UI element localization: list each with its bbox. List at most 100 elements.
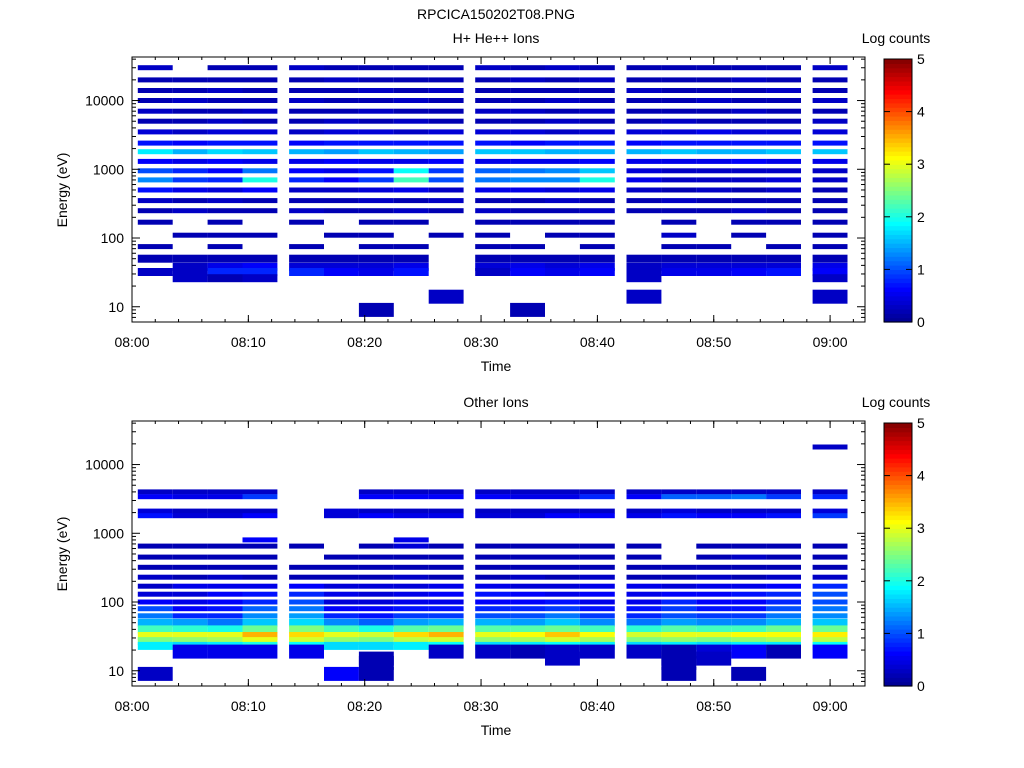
heatmap-cell [696, 625, 732, 634]
heatmap-cell [545, 564, 580, 570]
heatmap-cell [393, 108, 429, 114]
colorbar-segment [884, 629, 912, 634]
heatmap-cell [358, 268, 394, 276]
heatmap-cell [545, 254, 580, 263]
heatmap-cell [626, 564, 662, 570]
heatmap-cell [545, 158, 580, 164]
colorbar-segment [884, 536, 912, 542]
heatmap-cell [579, 129, 615, 135]
heatmap-cell [289, 129, 324, 135]
colorbar-segment [884, 497, 912, 503]
heatmap-cell [510, 543, 545, 549]
heatmap-cell [358, 599, 394, 605]
heatmap-cell [242, 262, 278, 271]
heatmap-cell [207, 232, 243, 238]
heatmap-cell [324, 606, 359, 612]
colorbar-segment [884, 172, 912, 178]
colorbar-segment [884, 633, 912, 639]
heatmap-cell [428, 208, 464, 214]
heatmap-cell [696, 108, 732, 114]
heatmap-cell [172, 187, 208, 193]
heatmap-cells [137, 444, 848, 681]
heatmap-cell [393, 513, 429, 519]
colorbar-segment [884, 278, 912, 284]
heatmap-cell [207, 274, 243, 283]
heatmap-cell [137, 168, 173, 174]
x-tick-label: 08:10 [231, 334, 266, 350]
heatmap-cell [475, 77, 511, 83]
heatmap-cell [766, 118, 801, 124]
heatmap-cell [137, 65, 173, 71]
heatmap-cell [731, 108, 767, 114]
heatmap-cell [626, 98, 662, 103]
heatmap-cell [428, 583, 464, 589]
colorbar-segment [884, 63, 912, 69]
heatmap-cell [510, 219, 545, 225]
heatmap-cell [358, 641, 394, 650]
heatmap-cell [696, 187, 732, 193]
heatmap-cell [393, 625, 429, 634]
heatmap-cell [358, 302, 394, 317]
heatmap-cell [393, 254, 429, 263]
heatmap-cell [393, 219, 429, 225]
heatmap-cell [358, 118, 394, 124]
heatmap-cell [475, 554, 511, 560]
heatmap-cell [545, 554, 580, 560]
colorbar-segment [884, 602, 912, 608]
heatmap-cell [766, 268, 801, 276]
heatmap-cell [137, 198, 173, 204]
heatmap-cell [242, 554, 278, 560]
colorbar-segment [884, 238, 912, 244]
heatmap-cell [242, 564, 278, 570]
heatmap-cell [510, 302, 545, 317]
heatmap-cell [696, 591, 732, 597]
heatmap-cell [172, 77, 208, 83]
colorbar-tick-label: 3 [917, 156, 925, 172]
heatmap-cell [358, 508, 394, 514]
heatmap-cell [731, 177, 767, 183]
heatmap-cell [137, 625, 173, 634]
heatmap-cell [428, 108, 464, 114]
heatmap-cell [207, 625, 243, 634]
heatmap-cell [545, 494, 580, 500]
heatmap-cell [393, 494, 429, 500]
heatmap-cell [428, 289, 464, 304]
heatmap-cell [812, 158, 848, 164]
heatmap-cell [812, 625, 848, 634]
heatmap-cell [661, 149, 697, 155]
heatmap-cell [475, 508, 511, 514]
colorbar-segment [884, 269, 912, 275]
heatmap-cell [661, 513, 697, 519]
heatmap-cell [510, 489, 545, 495]
heatmap-cell [324, 632, 359, 640]
colorbar-segment [884, 677, 912, 683]
colorbar-segment [884, 124, 912, 130]
heatmap-cell [510, 618, 545, 627]
heatmap-cell [579, 574, 615, 580]
heatmap-cell [137, 554, 173, 560]
heatmap-cell [545, 129, 580, 135]
heatmap-cell [510, 262, 545, 271]
heatmap-cell [731, 129, 767, 135]
heatmap-cell [696, 208, 732, 214]
heatmap-cell [358, 254, 394, 263]
heatmap-cell [393, 268, 429, 276]
heatmap-cell [172, 177, 208, 183]
heatmap-cell [428, 564, 464, 570]
colorbar-segment [884, 501, 912, 507]
heatmap-cell [358, 149, 394, 155]
heatmap-cell [579, 644, 615, 659]
heatmap-cell [137, 666, 173, 681]
heatmap-cell [358, 591, 394, 597]
heatmap-cell [172, 268, 208, 276]
heatmap-cell [428, 149, 464, 155]
colorbar-segment [884, 585, 912, 591]
heatmap-cell [358, 98, 394, 103]
heatmap-cell [579, 208, 615, 214]
heatmap-cell [207, 489, 243, 495]
heatmap-cell [626, 543, 662, 549]
heatmap-cell [393, 618, 429, 627]
heatmap-cell [324, 591, 359, 597]
x-axis-label: Time [481, 722, 512, 738]
heatmap-cell [661, 254, 697, 263]
